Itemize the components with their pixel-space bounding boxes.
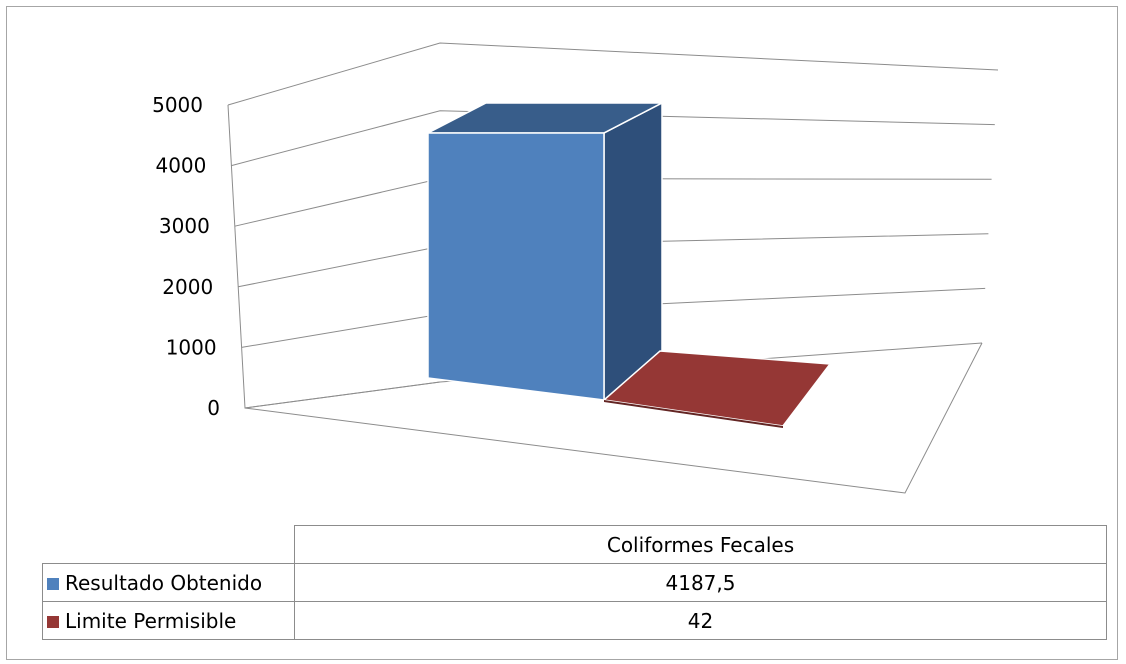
bar-1: [427, 101, 663, 402]
gridline: [244, 342, 983, 409]
category-label: Coliformes Fecales: [294, 525, 1107, 564]
legend-label: Limite Permisible: [65, 608, 237, 633]
bar-2: [602, 350, 832, 428]
legend-entry: Resultado Obtenido: [42, 563, 295, 602]
y-tick-label: 0: [207, 396, 220, 420]
data-value: 4187,5: [294, 563, 1107, 602]
data-table-corner: [42, 525, 295, 564]
bars: [427, 101, 832, 428]
legend-swatch: [47, 577, 59, 590]
y-tick-label: 4000: [155, 154, 206, 178]
data-table-row: Resultado Obtenido 4187,5: [42, 563, 1107, 602]
y-tick-label: 2000: [162, 275, 213, 299]
bar-front-face: [604, 400, 783, 428]
legend-swatch: [47, 615, 59, 628]
bar-front-face: [427, 132, 605, 401]
data-table-row: Limite Permisible 42: [42, 601, 1107, 640]
data-value: 42: [294, 601, 1107, 640]
y-tick-label: 5000: [152, 93, 203, 117]
data-table: Coliformes Fecales Resultado Obtenido 41…: [42, 525, 1107, 640]
data-table-header-row: Coliformes Fecales: [42, 525, 1107, 564]
gridline: [231, 110, 995, 167]
gridline: [227, 42, 999, 106]
legend-label: Resultado Obtenido: [65, 570, 263, 595]
y-axis-ticks: 0 1000 2000 3000 4000 5000: [152, 93, 220, 420]
bar-side-face: [603, 101, 663, 402]
legend-entry: Limite Permisible: [42, 601, 295, 640]
y-tick-label: 1000: [166, 335, 217, 359]
y-tick-label: 3000: [159, 214, 210, 238]
floor-outline: [227, 104, 983, 494]
